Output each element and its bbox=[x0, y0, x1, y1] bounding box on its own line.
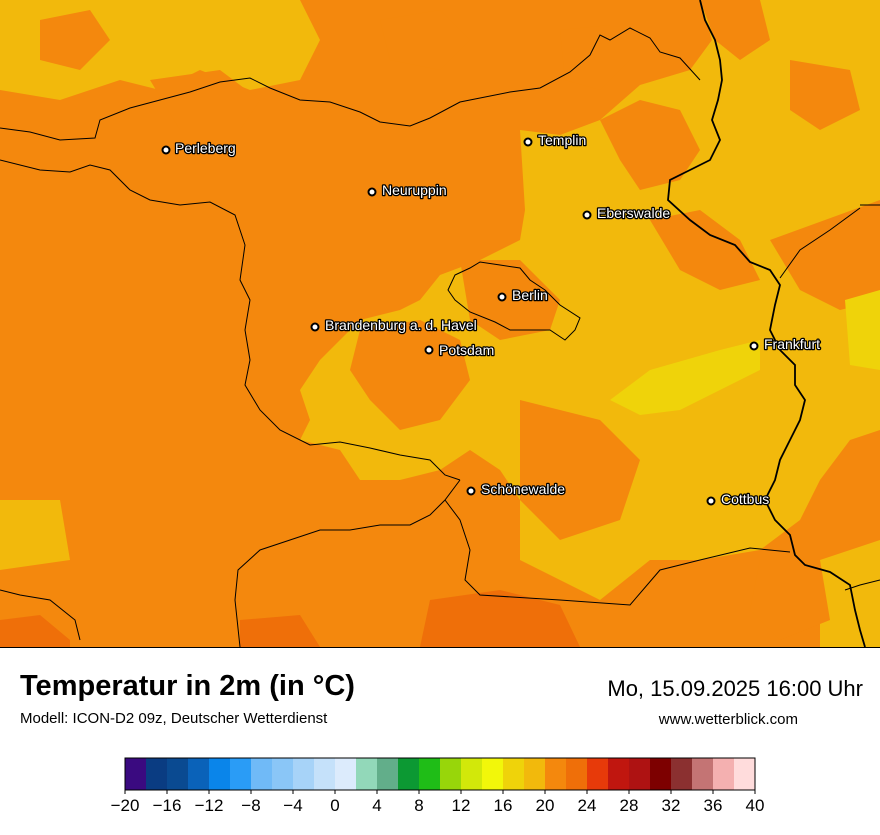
legend-swatch bbox=[167, 758, 189, 790]
city-dot bbox=[310, 322, 320, 332]
legend-tick-label: 36 bbox=[704, 796, 723, 815]
city-berlin: Berlin bbox=[497, 286, 549, 304]
city-label: Eberswalde bbox=[597, 205, 670, 221]
city-dot bbox=[497, 292, 507, 302]
city-dot bbox=[161, 145, 171, 155]
legend-swatch bbox=[314, 758, 336, 790]
legend-swatch bbox=[230, 758, 252, 790]
city-label: Perleberg bbox=[175, 140, 236, 156]
city-label: Neuruppin bbox=[382, 182, 447, 198]
legend-swatch bbox=[125, 758, 147, 790]
legend-swatch bbox=[335, 758, 357, 790]
city-dot bbox=[706, 496, 716, 506]
city-dot bbox=[523, 137, 533, 147]
temperature-field-22-24 bbox=[0, 590, 580, 647]
city-dot bbox=[582, 210, 592, 220]
legend-frame bbox=[124, 757, 756, 791]
region-borders bbox=[0, 27, 880, 647]
legend-swatch bbox=[398, 758, 420, 790]
temperature-map: Perleberg Neuruppin Templin Eberswalde B… bbox=[0, 0, 880, 648]
city-label: Frankfurt bbox=[764, 336, 820, 352]
legend-swatch bbox=[587, 758, 609, 790]
legend-tick-label: −8 bbox=[241, 796, 260, 815]
legend-tick-label: 40 bbox=[746, 796, 765, 815]
map-title: Temperatur in 2m (in °C) bbox=[20, 670, 355, 702]
city-neuruppin: Neuruppin bbox=[367, 181, 448, 199]
legend-swatch bbox=[272, 758, 294, 790]
legend-swatch bbox=[692, 758, 714, 790]
legend-swatch bbox=[650, 758, 672, 790]
color-legend: −20 −16 −12 −8 −4 0 4 8 12 16 20 24 28 32 36 40 bbox=[0, 752, 880, 830]
forecast-datetime: Mo, 15.09.2025 16:00 Uhr bbox=[607, 676, 863, 701]
legend-swatch bbox=[461, 758, 483, 790]
legend-swatch bbox=[713, 758, 735, 790]
city-templin: Templin bbox=[523, 131, 588, 149]
legend-tick-label: 32 bbox=[662, 796, 681, 815]
city-brandenburg: Brandenburg a. d. Havel bbox=[310, 316, 478, 334]
legend-tick-label: 24 bbox=[578, 796, 597, 815]
city-label: Templin bbox=[538, 132, 586, 148]
legend-tick-label: 8 bbox=[414, 796, 423, 815]
legend-swatch bbox=[629, 758, 651, 790]
legend-swatch bbox=[419, 758, 441, 790]
city-dot bbox=[749, 341, 759, 351]
city-markers: Perleberg Neuruppin Templin Eberswalde B… bbox=[161, 131, 821, 508]
legend-swatch bbox=[146, 758, 168, 790]
legend-canvas: −20 −16 −12 −8 −4 0 4 8 12 16 20 24 28 32 36 40 bbox=[111, 757, 765, 815]
legend-tick-label: 28 bbox=[620, 796, 639, 815]
city-label: Cottbus bbox=[721, 491, 769, 507]
city-label: Potsdam bbox=[439, 342, 494, 358]
legend-swatch bbox=[356, 758, 378, 790]
legend-tick-label: −4 bbox=[283, 796, 302, 815]
legend-swatch bbox=[440, 758, 462, 790]
legend-swatch bbox=[566, 758, 588, 790]
legend-swatch bbox=[251, 758, 273, 790]
legend-swatch bbox=[482, 758, 504, 790]
temperature-field-20-22-patches bbox=[40, 0, 880, 640]
legend-swatch bbox=[209, 758, 231, 790]
city-perleberg: Perleberg bbox=[161, 139, 237, 157]
legend-tick-label: 20 bbox=[536, 796, 555, 815]
legend-tick-label: 12 bbox=[452, 796, 471, 815]
city-frankfurt: Frankfurt bbox=[749, 335, 821, 353]
city-potsdam: Potsdam bbox=[424, 341, 496, 359]
city-schoenewalde: Schönewalde bbox=[466, 480, 567, 498]
city-label: Brandenburg a. d. Havel bbox=[325, 317, 477, 333]
map-canvas: Perleberg Neuruppin Templin Eberswalde B… bbox=[0, 0, 880, 647]
legend-swatch bbox=[608, 758, 630, 790]
legend-swatch bbox=[188, 758, 210, 790]
city-dot bbox=[424, 345, 434, 355]
model-source: Modell: ICON-D2 09z, Deutscher Wetterdie… bbox=[20, 710, 328, 727]
national-border bbox=[667, 0, 866, 647]
city-label: Schönewalde bbox=[481, 481, 565, 497]
temperature-field-16-18 bbox=[610, 290, 880, 415]
legend-tick-label: 0 bbox=[330, 796, 339, 815]
city-cottbus: Cottbus bbox=[706, 490, 771, 508]
legend-swatch bbox=[734, 758, 756, 790]
legend-tick-label: −20 bbox=[111, 796, 140, 815]
legend-swatch bbox=[545, 758, 567, 790]
legend-swatch bbox=[503, 758, 525, 790]
legend-swatch bbox=[524, 758, 546, 790]
city-dot bbox=[367, 187, 377, 197]
legend-swatch bbox=[377, 758, 399, 790]
legend-tick-label: 16 bbox=[494, 796, 513, 815]
legend-tick-label: 4 bbox=[372, 796, 381, 815]
city-eberswalde: Eberswalde bbox=[582, 204, 672, 222]
legend-tick-label: −12 bbox=[195, 796, 224, 815]
legend-tick-label: −16 bbox=[153, 796, 182, 815]
city-dot bbox=[466, 486, 476, 496]
legend-swatch bbox=[293, 758, 315, 790]
legend-swatch bbox=[671, 758, 693, 790]
website-link[interactable]: www.wetterblick.com bbox=[658, 711, 798, 728]
city-label: Berlin bbox=[512, 287, 548, 303]
